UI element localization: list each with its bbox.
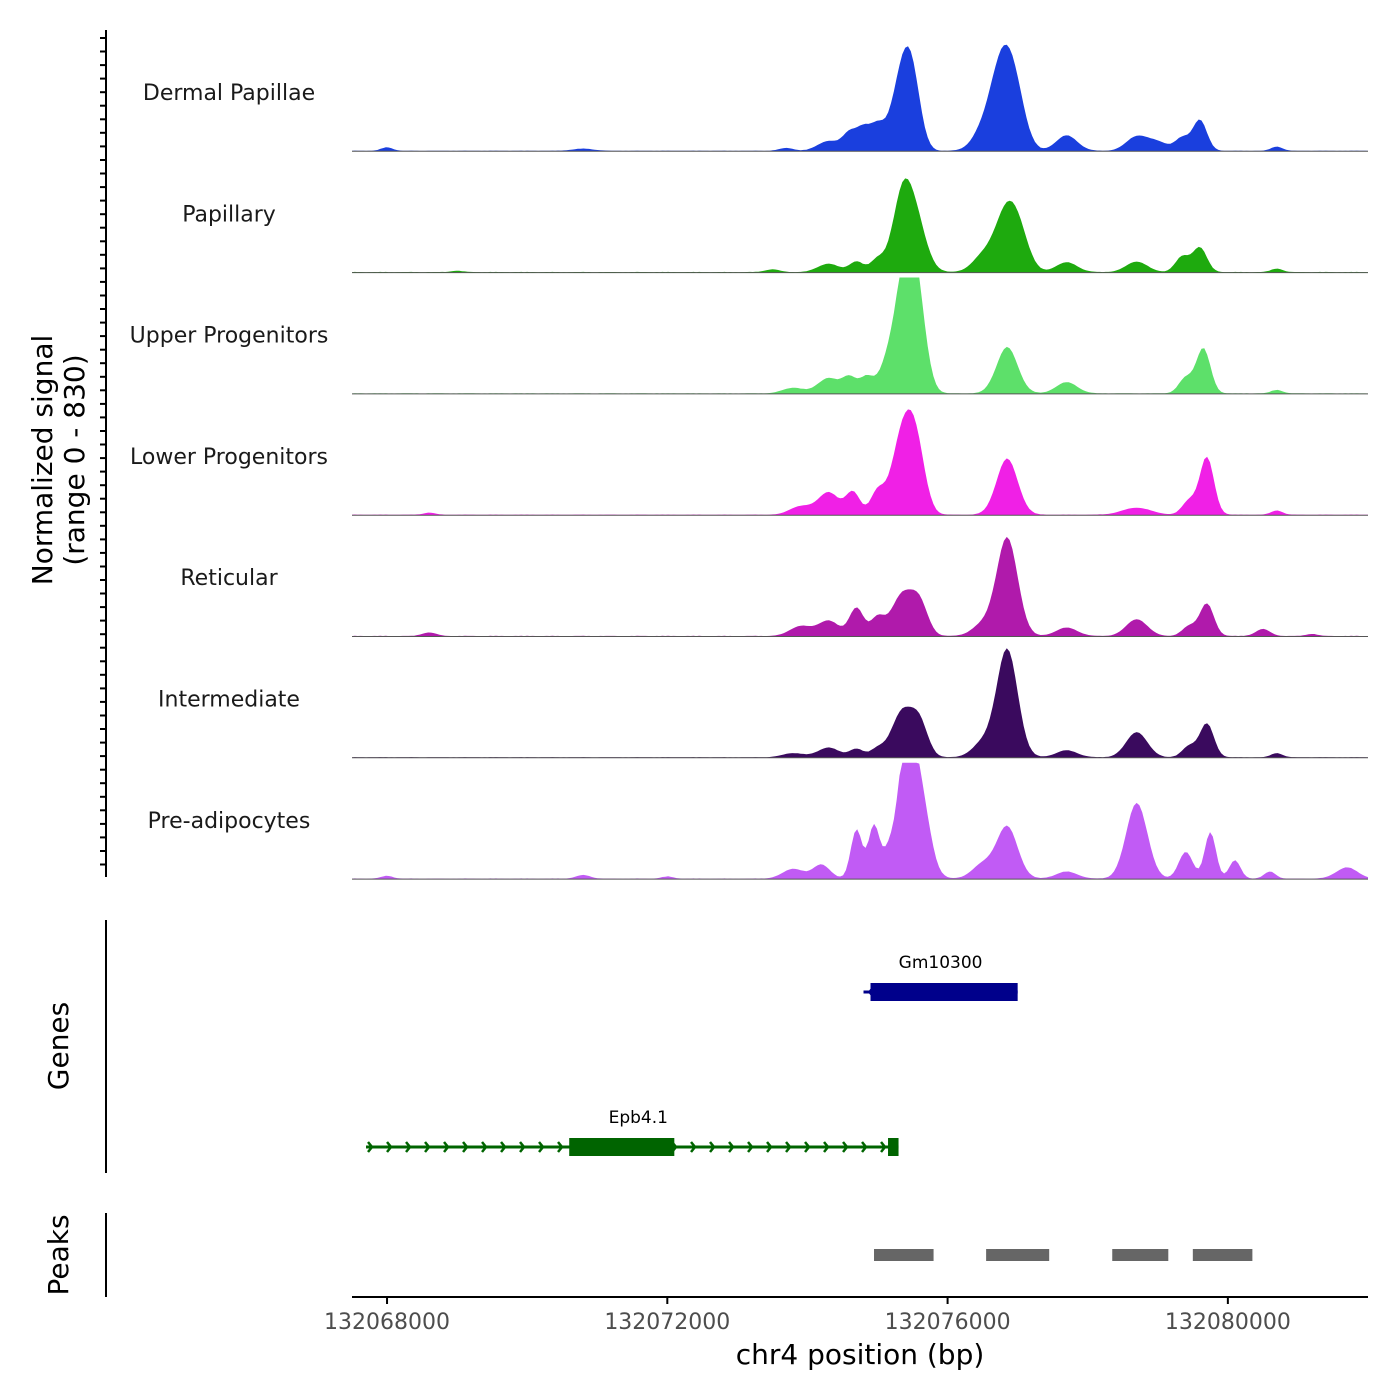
track-label: Lower Progenitors (130, 445, 328, 470)
track-label: Pre-adipocytes (148, 809, 311, 834)
genes-track: Genes Gm10300 Epb4.1 (42, 920, 1018, 1173)
gene-strand-arrow (766, 1141, 773, 1153)
gene-exon (569, 1138, 675, 1156)
peak-region (874, 1249, 934, 1261)
gene-exon (870, 983, 1018, 1001)
x-tick-label: 132068000 (324, 1310, 450, 1335)
x-axis: 132068000 132072000 132076000 132080000 chr4… (324, 1296, 1368, 1371)
peak-region (1192, 1249, 1253, 1261)
gene-strand-arrow (538, 1141, 545, 1153)
gene-strand-arrow (842, 1141, 849, 1153)
signal-area (352, 648, 1368, 758)
gene-strand-arrow (367, 1141, 374, 1153)
track-label: Intermediate (158, 688, 300, 713)
gene-strand-arrow (804, 1141, 811, 1153)
gene-strand-arrow (747, 1141, 754, 1153)
x-tick-label: 132076000 (885, 1310, 1011, 1335)
gene-strand-arrow (880, 1141, 887, 1153)
gene-strand-arrow (728, 1141, 735, 1153)
signal-area (352, 44, 1368, 152)
gene-strand-arrow (405, 1141, 412, 1153)
gene-exon (888, 1138, 899, 1156)
y-axis-subtitle: (range 0 - 830) (58, 354, 91, 565)
gene-strand-arrow (500, 1141, 507, 1153)
signal-area (352, 277, 1368, 394)
track-label: Upper Progenitors (130, 324, 329, 349)
signal-tracks: Dermal Papillae Papillary Upper Progenitor… (26, 30, 1368, 880)
x-axis-title: chr4 position (bp) (736, 1338, 985, 1371)
gene-strand-arrow (785, 1141, 792, 1153)
gene-strand-arrow (861, 1141, 868, 1153)
gene-strand-arrow (690, 1141, 697, 1153)
peaks-track: Peaks (42, 1213, 1253, 1297)
y-axis-title: Normalized signal (26, 335, 59, 586)
gene-strand-arrow (443, 1141, 450, 1153)
track-label: Reticular (180, 566, 278, 591)
gene-strand-arrow (386, 1141, 393, 1153)
gene-label: Epb4.1 (609, 1108, 668, 1128)
gene-strand-arrow (462, 1141, 469, 1153)
peak-region (986, 1249, 1050, 1261)
signal-area (352, 762, 1368, 880)
peaks-track-title: Peaks (42, 1214, 75, 1295)
x-tick-label: 132072000 (604, 1310, 730, 1335)
track-label: Dermal Papillae (143, 81, 315, 106)
x-tick-label: 132080000 (1165, 1310, 1291, 1335)
signal-area (352, 536, 1368, 637)
genes-track-title: Genes (42, 1002, 75, 1090)
gene-strand-arrow (519, 1141, 526, 1153)
gene-strand-arrow (823, 1141, 830, 1153)
track-label: Papillary (182, 202, 276, 227)
gene-strand-arrow (709, 1141, 716, 1153)
gene-strand-arrow (424, 1141, 431, 1153)
gene-label: Gm10300 (899, 953, 983, 973)
gene-strand-arrow (557, 1141, 564, 1153)
signal-area (352, 178, 1368, 273)
gene-strand-arrow (481, 1141, 488, 1153)
signal-area (352, 409, 1368, 516)
peak-region (1112, 1249, 1169, 1261)
